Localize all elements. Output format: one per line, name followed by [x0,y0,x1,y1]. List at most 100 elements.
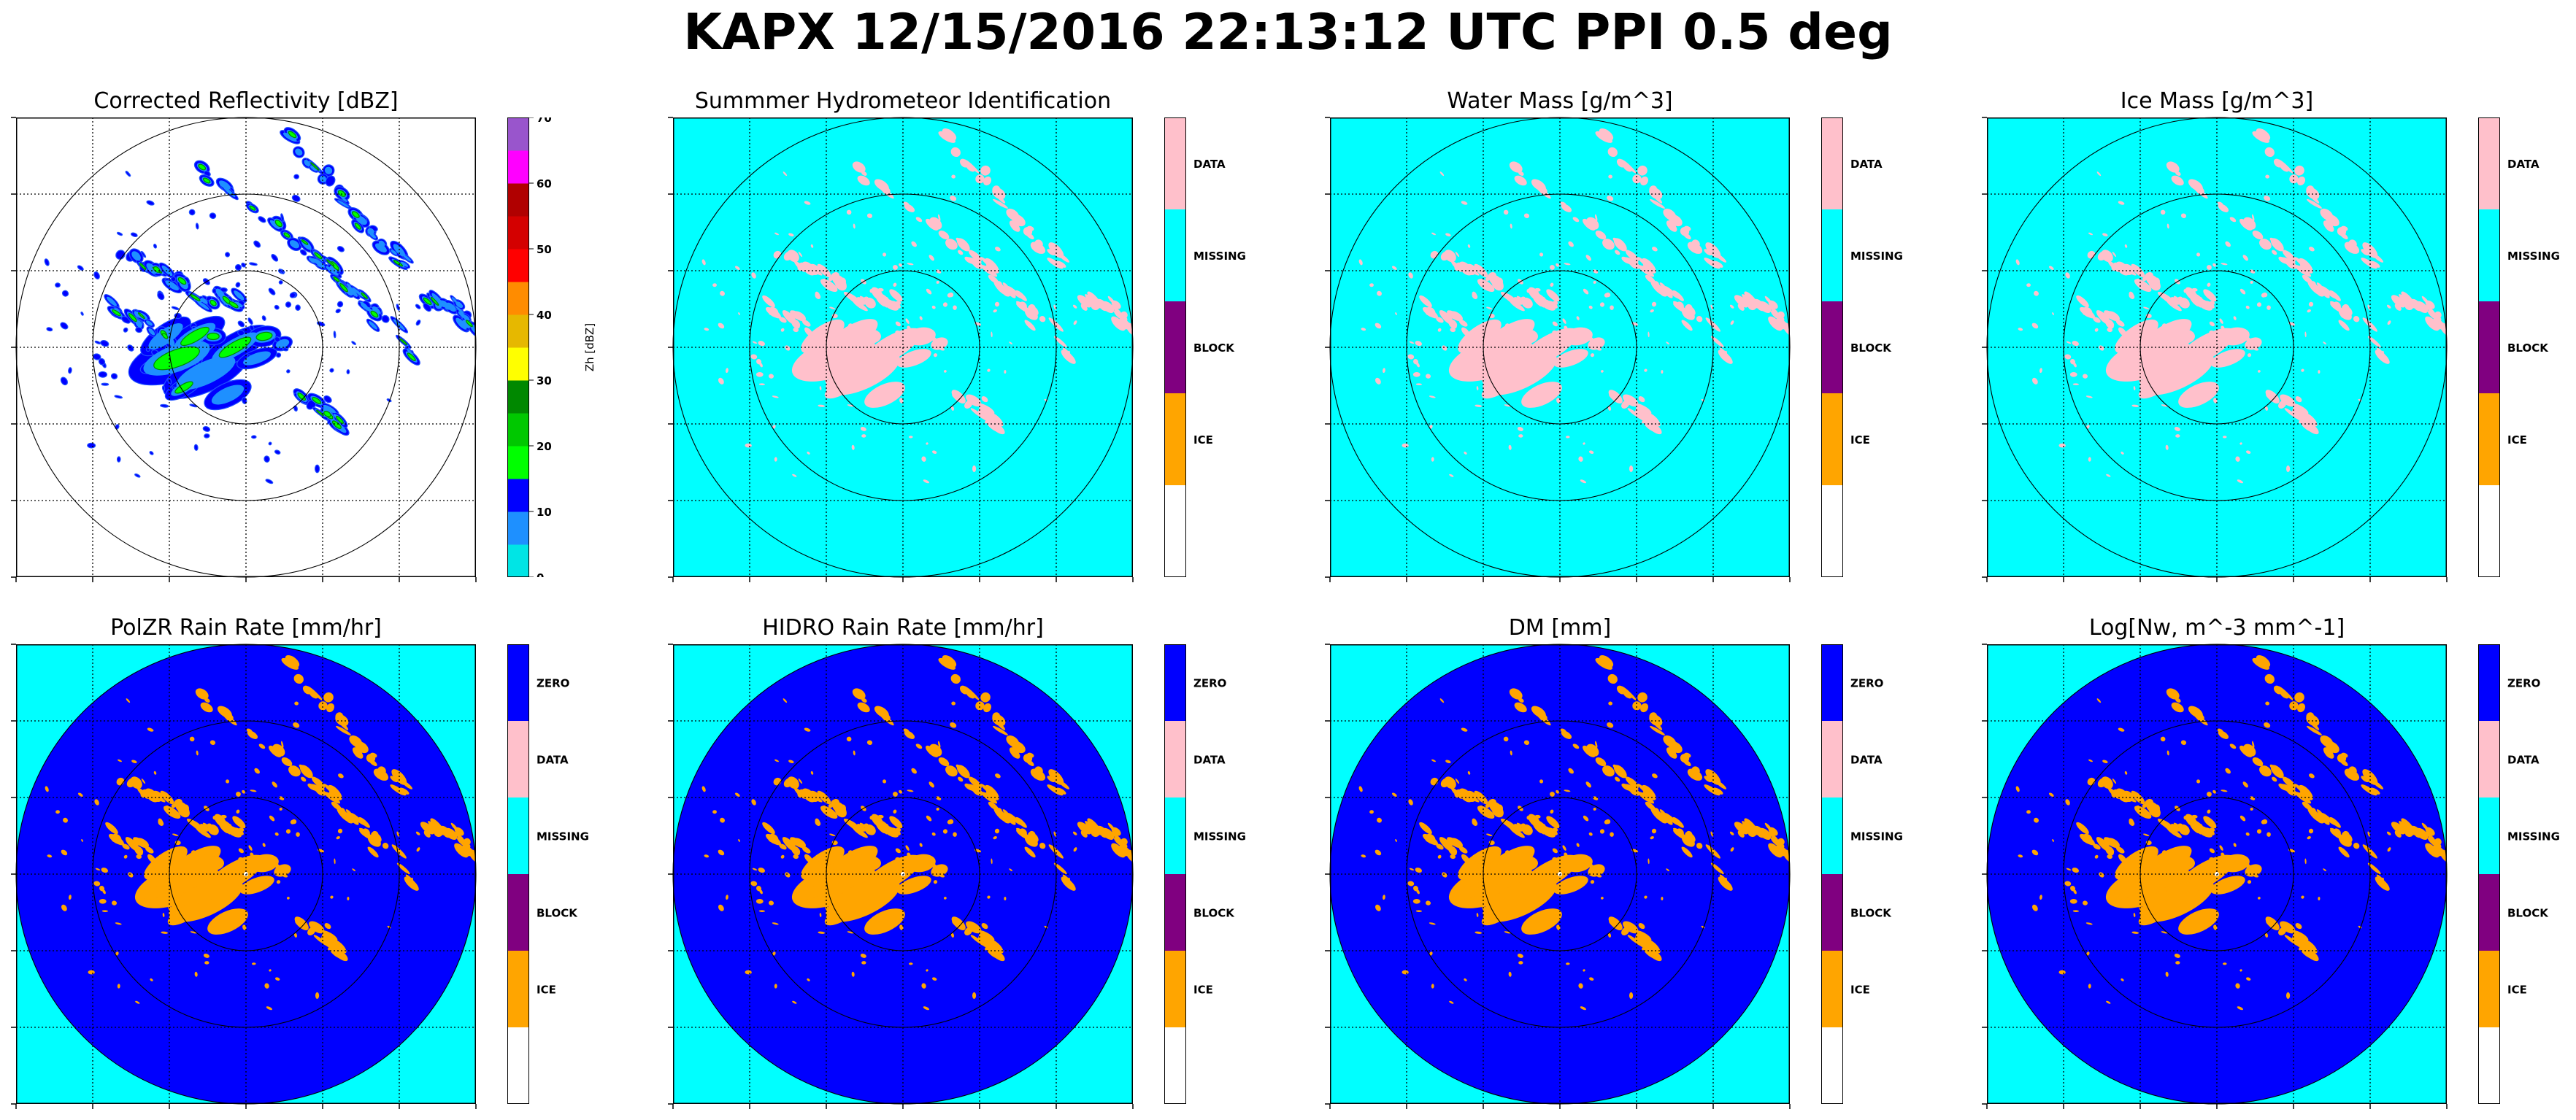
echo-cell [2218,881,2221,885]
echo-cell [1652,247,1658,252]
echo-cell [2361,776,2369,783]
echo-cell [169,846,221,881]
echo-cell [264,983,269,989]
echo-cell [1467,771,1471,775]
echo-cell [1595,231,1607,240]
echo-cell [1583,218,1596,231]
colorbar-segment [1821,721,1843,798]
echo-cell [1737,830,1745,838]
echo-cell [2361,258,2377,269]
echo-cell [188,209,196,216]
echo-cell [863,296,869,301]
range-ring [2139,270,2294,425]
echo-cell [774,759,779,762]
echo-cell [325,175,336,187]
echo-cell [204,961,209,965]
echo-cell [207,908,248,935]
echo-cell [810,771,814,775]
echo-cell [1588,832,1593,836]
echo-cell [1510,363,1515,366]
colorbar-segment [2478,393,2500,486]
echo-cell [2338,320,2350,331]
echo-cell [1623,691,1632,699]
echo-cell [1681,835,1695,847]
echo-cell [2425,300,2435,309]
echo-cell [130,232,138,237]
echo-cell [1608,174,1612,179]
echo-cell [2329,290,2341,301]
echo-cell [2221,325,2225,331]
echo-cell [2079,833,2095,846]
echo-cell [1395,312,1397,315]
echo-cell [904,355,907,358]
echo-cell [1613,765,1627,779]
colorbar-segment [1821,117,1843,210]
echo-cell [333,940,347,954]
echo-cell [878,711,894,726]
echo-cell [849,326,856,331]
colorbar-segment [2478,721,2500,798]
echo-cell [55,282,61,288]
echo-cell [1415,341,1423,347]
echo-cell [846,209,852,215]
echo-cell [407,352,416,361]
echo-cell [884,823,890,830]
echo-cell [2197,302,2202,308]
echo-cell [926,745,939,757]
echo-cell [2129,819,2135,826]
echo-cell [990,413,1004,427]
colorbar-category-label: BLOCK [1193,341,1235,355]
echo-cell [1585,255,1591,261]
echo-cell [1024,835,1038,847]
echo-cell [274,864,280,869]
echo-cell [279,269,285,274]
echo-cell [2239,815,2246,822]
colorbar-category-label: ICE [2507,984,2527,997]
echo-cell [856,824,866,832]
echo-cell [841,804,846,811]
echo-cell [864,897,869,901]
echo-cell [859,856,881,870]
echo-cell [804,327,813,336]
echo-cell [1564,852,1568,857]
echo-cell [2026,283,2031,287]
echo-cell [299,765,313,779]
echo-cell [1520,823,1526,827]
echo-cell [750,881,758,887]
echo-cell [2361,249,2369,256]
echo-cell [1369,810,1374,814]
echo-cell [964,686,980,700]
echo-cell [718,904,724,911]
echo-cell [204,698,210,703]
echo-cell [2088,457,2091,462]
echo-cell [2252,231,2264,240]
echo-cell [1737,304,1745,311]
echo-cell [336,725,351,735]
echo-cell [1562,845,1566,851]
echo-cell [2174,954,2180,958]
echo-cell [1477,279,1495,293]
echo-cell [280,213,285,223]
echo-cell [1518,961,1523,965]
echo-cell [266,1006,273,1011]
colorbar-segment [1821,951,1843,1028]
echo-cell [2264,406,2269,411]
echo-cell [2391,295,2406,308]
echo-cell [2162,345,2169,350]
echo-cell [1672,816,1684,828]
echo-cell [285,829,291,834]
echo-cell [2264,196,2271,201]
echo-cell [180,326,209,347]
colorbar-category-label: DATA [2507,158,2540,171]
echo-cell [852,161,866,173]
echo-cell [2304,421,2319,435]
echo-cell [2207,809,2211,814]
echo-cell [207,332,220,341]
echo-cell [907,854,936,873]
echo-cell [1408,272,1413,279]
colorbar-segment [1164,117,1186,210]
echo-cell [182,889,186,894]
echo-cell [200,702,213,713]
echo-cell [44,258,50,266]
colorbar-category-label: DATA [1850,754,1883,767]
